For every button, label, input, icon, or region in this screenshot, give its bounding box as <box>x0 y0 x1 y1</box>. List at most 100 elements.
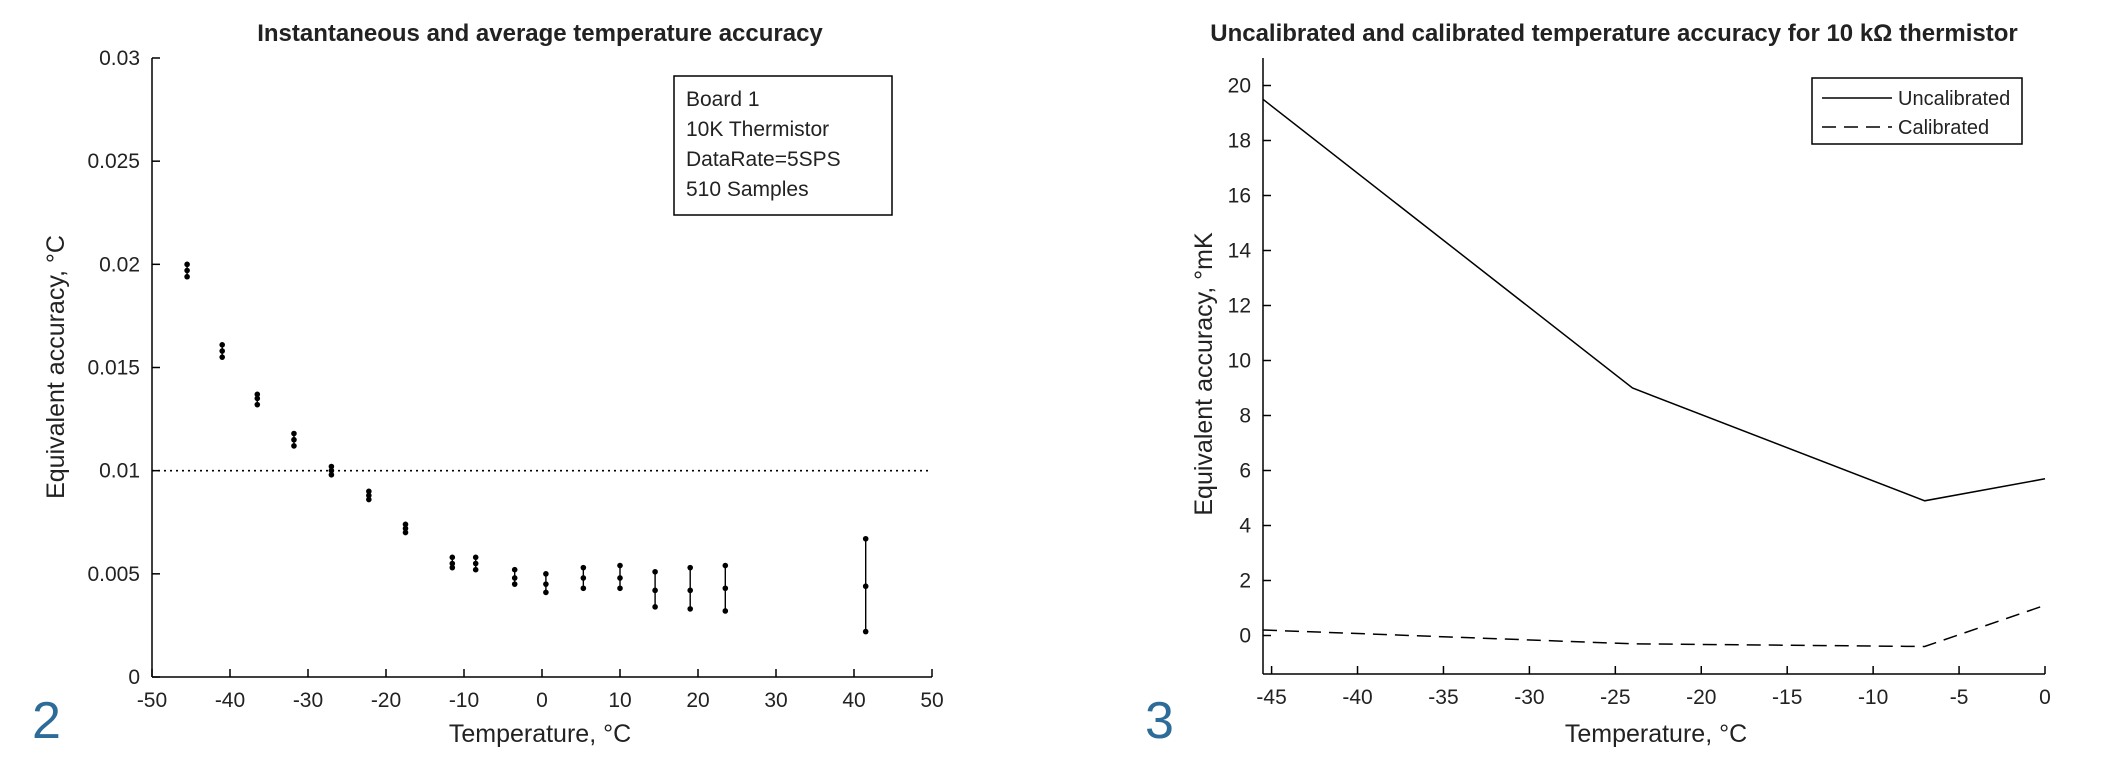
chart1-point-marker <box>254 401 261 408</box>
chart1-point-marker <box>511 581 518 587</box>
chart1-data-point <box>472 554 479 573</box>
chart2-y-tick-label: 6 <box>1239 460 1251 483</box>
chart1-data-point <box>687 564 693 612</box>
chart1-annotation-box: Board 1 10K Thermistor DataRate=5SPS 510… <box>673 75 893 216</box>
chart1-annotation-frame <box>673 75 893 216</box>
chart1-data-point <box>366 488 372 503</box>
chart2-y-tick-label: 16 <box>1228 185 1251 208</box>
chart1-x-tick-label: -30 <box>293 689 323 712</box>
chart2-y-label: Equivalent accuracy, °mK <box>1190 232 1218 516</box>
chart1-x-tick-label: -50 <box>137 689 167 712</box>
chart1-data-point <box>511 566 518 587</box>
chart1-data-point <box>862 535 869 635</box>
chart1-point-marker <box>652 604 658 610</box>
chart1-data-point <box>402 521 409 536</box>
chart2-title: Uncalibrated and calibrated temperature … <box>1210 20 2018 47</box>
chart1-annotation-line-1: Board 1 <box>686 88 760 111</box>
chart1-point-marker <box>449 554 456 561</box>
chart1-point-marker <box>291 430 297 437</box>
chart1-point-marker <box>652 568 658 575</box>
chart1-y-tick-label: 0.005 <box>87 563 140 586</box>
chart2-x-tick-label: -15 <box>1772 686 1802 709</box>
legend-label-calibrated: Calibrated <box>1898 117 1989 139</box>
chart2-series-line-uncalibrated <box>1262 98 2046 502</box>
chart1-y-tick-label: 0.015 <box>87 357 140 380</box>
chart1-point-marker <box>862 628 869 635</box>
chart1-data-point <box>652 568 658 610</box>
chart1-data-point <box>543 571 549 596</box>
chart1-point-marker <box>328 467 335 474</box>
chart2-x-tick-label: -5 <box>1950 686 1969 709</box>
chart1-data-point <box>328 463 335 478</box>
chart2-series-lines <box>1262 98 2046 648</box>
chart1-point-marker <box>511 566 518 573</box>
chart2-x-tick-label: -40 <box>1342 686 1372 709</box>
chart2-x-ticks: -45 -40 -35 -30 -25 -20 -15 -10 -5 0 <box>1256 666 2051 709</box>
chart1-x-tick-label: 20 <box>686 689 709 712</box>
chart1-point-marker <box>472 566 479 573</box>
chart1-point-marker <box>254 391 261 398</box>
chart1-point-marker <box>580 575 587 581</box>
chart1-point-marker <box>722 562 729 569</box>
chart1-point-marker <box>543 589 549 596</box>
chart1-point-marker <box>366 496 372 503</box>
chart1-point-marker <box>219 354 225 360</box>
chart2-y-tick-label: 18 <box>1228 130 1251 153</box>
chart1-x-tick-label: 30 <box>764 689 787 712</box>
chart1-point-marker <box>402 529 409 536</box>
chart2-x-tick-label: -35 <box>1428 686 1458 709</box>
chart1-point-marker <box>543 581 549 587</box>
chart1-data-point <box>449 554 456 571</box>
chart1-x-tick-label: 0 <box>536 689 548 712</box>
chart1-point-marker <box>291 443 297 449</box>
chart1-point-marker <box>472 560 479 567</box>
chart1-annotation-line-4: 510 Samples <box>686 178 809 201</box>
chart1-title: Instantaneous and average temperature ac… <box>257 20 823 47</box>
chart1-point-marker <box>402 521 409 528</box>
chart2-series-line-calibrated <box>1262 604 2046 648</box>
chart1-x-tick-label: 50 <box>920 689 943 712</box>
chart1-data-point <box>722 562 729 614</box>
chart2-legend: Uncalibrated Calibrated <box>1811 77 2023 145</box>
chart1-point-marker <box>511 575 518 581</box>
chart2-legend-frame <box>1811 77 2023 145</box>
legend-label-uncalibrated: Uncalibrated <box>1898 88 2010 110</box>
chart1-point-marker <box>862 583 869 590</box>
chart1-point-marker <box>543 571 549 577</box>
chart1-data-marks <box>184 261 869 635</box>
chart1-point-marker <box>291 436 297 443</box>
chart2-x-tick-label: -20 <box>1686 686 1716 709</box>
chart1-data-point <box>184 261 190 280</box>
chart2-x-label: Temperature, °C <box>1565 720 1747 748</box>
chart1-point-marker <box>402 525 409 532</box>
chart1-point-marker <box>328 471 335 478</box>
chart1-point-marker <box>617 585 623 592</box>
chart1-data-point <box>580 564 587 592</box>
chart1-point-marker <box>580 564 587 571</box>
chart1-y-tick-label: 0.01 <box>99 460 140 483</box>
chart2-y-tick-label: 2 <box>1239 570 1251 593</box>
chart1-annotation-line-2: 10K Thermistor <box>686 118 829 141</box>
chart1-point-marker <box>449 560 456 567</box>
chart1-point-marker <box>580 585 587 592</box>
chart1-point-marker <box>449 564 456 571</box>
chart1-x-tick-label: -40 <box>215 689 245 712</box>
chart1-point-marker <box>366 488 372 495</box>
chart1-annotation-line-3: DataRate=5SPS <box>686 148 841 171</box>
chart-instantaneous-average-accuracy: Instantaneous and average temperature ac… <box>32 20 944 750</box>
chart1-x-tick-label: 10 <box>608 689 631 712</box>
chart1-point-marker <box>366 492 372 499</box>
chart2-y-tick-label: 12 <box>1228 295 1251 318</box>
chart1-y-tick-label: 0 <box>128 666 140 689</box>
chart1-x-tick-label: -10 <box>449 689 479 712</box>
chart1-data-point <box>219 342 225 360</box>
chart1-point-marker <box>472 554 479 561</box>
chart1-point-marker <box>328 463 335 470</box>
chart2-y-tick-label: 0 <box>1239 625 1251 648</box>
chart1-y-tick-label: 0.02 <box>99 253 140 276</box>
chart1-data-point <box>291 430 297 449</box>
chart1-point-marker <box>184 261 190 268</box>
chart1-point-marker <box>722 585 729 592</box>
chart1-data-point <box>254 391 261 408</box>
